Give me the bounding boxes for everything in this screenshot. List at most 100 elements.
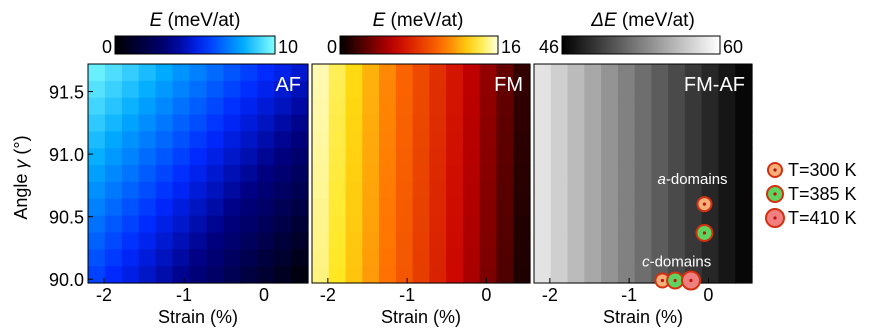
heatmap-cell <box>534 148 552 166</box>
x-axis-label: Strain (%) <box>603 307 683 327</box>
x-tick-label: -2 <box>320 285 336 305</box>
heatmap-cell <box>189 232 208 250</box>
heatmap-cell <box>513 266 531 284</box>
colorbar-title-symbol: E <box>150 10 163 31</box>
heatmap-cell <box>479 64 498 82</box>
heatmap-cell <box>550 249 569 267</box>
heatmap-cell <box>189 181 208 200</box>
heatmap-cell <box>567 148 585 166</box>
heatmap-cell <box>550 114 569 132</box>
heatmap-cell <box>735 131 753 149</box>
heatmap-cell <box>550 131 569 149</box>
heatmap-cell <box>345 249 363 267</box>
data-point-center <box>689 278 693 283</box>
heatmap-cell <box>668 232 686 250</box>
heatmap-cell <box>601 198 619 217</box>
heatmap-cell <box>735 249 753 267</box>
heatmap-cell <box>206 148 224 166</box>
heatmap-cell <box>718 232 736 250</box>
heatmap-cell <box>189 148 208 166</box>
heatmap-cell <box>718 80 736 99</box>
heatmap-cell <box>584 131 602 149</box>
heatmap-cell <box>446 181 464 200</box>
heatmap-cell <box>395 114 414 132</box>
heatmap-cell <box>617 249 636 267</box>
annotation-rest: -domains <box>666 171 728 188</box>
heatmap-cell <box>601 64 619 82</box>
heatmap-cell <box>601 249 619 267</box>
heatmap-cell <box>395 198 414 217</box>
heatmap-cell <box>668 64 686 82</box>
heatmap-cell <box>345 131 363 149</box>
heatmap-cells <box>88 64 309 284</box>
heatmap-cell <box>172 131 191 149</box>
heatmap-cell <box>634 148 652 166</box>
heatmap-cell <box>684 97 703 116</box>
heatmap-cell <box>718 131 736 149</box>
heatmap-cell <box>513 215 531 234</box>
heatmap-cell <box>104 249 123 267</box>
heatmap-cell <box>88 131 106 149</box>
heatmap-cell <box>462 64 481 82</box>
heatmap-cell <box>362 165 380 183</box>
heatmap-cell <box>121 148 140 166</box>
heatmap-cell <box>446 148 464 166</box>
heatmap-cell <box>312 215 330 234</box>
heatmap-cell <box>223 215 241 234</box>
heatmap-cell <box>550 198 569 217</box>
heatmap-cell <box>88 148 106 166</box>
heatmap-cell <box>496 80 514 99</box>
heatmap-cell <box>172 232 191 250</box>
data-point-center <box>702 231 707 235</box>
heatmap-cell <box>274 232 292 250</box>
heatmap-cell <box>155 266 174 284</box>
heatmap-cell <box>601 215 619 234</box>
heatmap-cell <box>429 198 447 217</box>
heatmap-cell <box>189 165 208 183</box>
heatmap-cell <box>462 249 481 267</box>
heatmap-cell <box>138 165 157 183</box>
heatmap-cell <box>446 249 464 267</box>
heatmap-cell <box>446 165 464 183</box>
heatmap-cell <box>172 114 191 132</box>
heatmap-cell <box>312 198 330 217</box>
heatmap-cell <box>328 165 347 183</box>
heatmap-cell <box>257 215 275 234</box>
legend: T=300 K T=385 K T=410 K <box>765 160 857 228</box>
heatmap-cell <box>429 97 447 116</box>
heatmap-cell <box>718 249 736 267</box>
heatmap-cell <box>584 215 602 234</box>
heatmap-cell <box>274 266 292 284</box>
heatmap-cell <box>362 266 380 284</box>
heatmap-cell <box>274 165 292 183</box>
heatmap-cell <box>121 249 140 267</box>
heatmap-cell <box>379 148 397 166</box>
heatmap-cell <box>550 266 569 284</box>
heatmap-cell <box>567 249 585 267</box>
heatmap-cell <box>496 181 514 200</box>
heatmap-cell <box>155 215 174 234</box>
heatmap-cell <box>155 165 174 183</box>
heatmap-cell <box>121 266 140 284</box>
heatmap-cell <box>534 64 552 82</box>
heatmap-cell <box>121 80 140 99</box>
heatmap-cell <box>550 165 569 183</box>
heatmap-cell <box>379 215 397 234</box>
heatmap-cell <box>462 266 481 284</box>
x-tick-label: -2 <box>96 285 112 305</box>
heatmap-cell <box>328 148 347 166</box>
heatmap-cell <box>172 198 191 217</box>
heatmap-cell <box>735 165 753 183</box>
heatmap-cell <box>735 198 753 217</box>
heatmap-cell <box>291 97 309 116</box>
heatmap-cell <box>634 249 652 267</box>
heatmap-cell <box>88 215 106 234</box>
heatmap-cell <box>379 181 397 200</box>
plot-frame <box>311 63 531 284</box>
heatmap-cell <box>274 249 292 267</box>
heatmap-cell <box>584 165 602 183</box>
heatmap-cell <box>617 165 636 183</box>
x-axis-label: Strain (%) <box>381 307 461 327</box>
heatmap-cell <box>155 148 174 166</box>
heatmap-cell <box>668 181 686 200</box>
